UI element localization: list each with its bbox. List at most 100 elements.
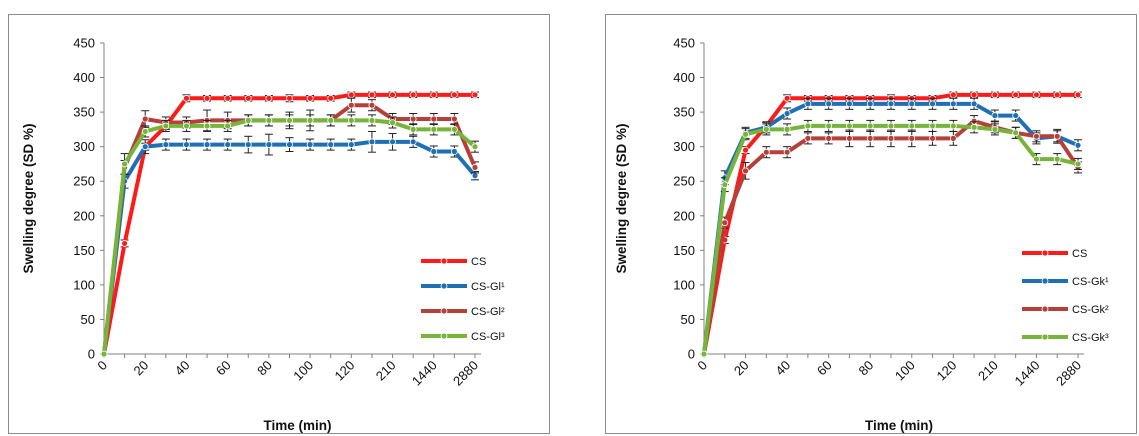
data-point [1012,129,1020,137]
legend-label-cs-gl: CS-Gl³ [471,331,505,343]
data-point [783,148,791,156]
data-point [908,122,916,130]
y-axis-label: Swelling degree (SD %) [614,123,629,273]
data-point [762,148,770,156]
x-tick-label-2880: 2880 [450,358,481,389]
data-point [306,117,314,124]
data-point [430,125,438,133]
data-point [991,125,999,133]
x-tick-label-20: 20 [131,358,152,379]
x-tick-label-0: 0 [694,358,710,374]
data-point [970,100,978,108]
y-tick-label-50: 50 [681,312,695,327]
data-point [1033,91,1040,99]
data-point [1074,91,1082,99]
data-point [430,91,438,99]
data-point [389,91,396,99]
data-point [742,167,749,175]
y-tick-label-250: 250 [73,174,95,189]
legend-marker [1041,277,1049,285]
data-point [929,134,936,142]
y-tick-label-50: 50 [81,312,95,327]
x-tick-label-20: 20 [731,358,752,379]
data-point [949,100,957,108]
y-tick-label-350: 350 [673,105,695,120]
legend-label-cs-gl: CS-Gl² [471,306,505,318]
data-point [244,141,252,148]
chart-left: 0 50 100 150 200 250 300 350 400 450 0 20 40 60 80 100 1… [21,36,505,434]
data-point [825,134,833,142]
data-point [347,117,355,124]
legend-marker [1041,249,1049,257]
data-point [471,172,479,180]
y-tick-label-0: 0 [88,347,95,362]
data-point [162,122,170,130]
y-tick-label-450: 450 [673,36,695,51]
data-point [244,117,252,124]
data-point [389,138,396,146]
data-point [409,138,417,146]
y-tick-label-100: 100 [673,277,695,292]
data-point [804,134,812,142]
data-point [887,134,895,142]
chart-panel-right: 0 50 100 150 200 250 300 350 400 450 0 20 40 60 80 100 1… [605,14,1137,434]
data-point [203,122,211,130]
y-tick-label-300: 300 [73,139,95,154]
data-point [327,94,335,102]
data-point [1074,141,1082,149]
legend-label-cs-gk: CS-Gk² [1072,304,1109,316]
series-line-cs-gl [102,139,477,355]
data-point [783,110,791,117]
data-point [866,122,874,130]
legend-label-cs-gk: CS-Gk¹ [1072,276,1109,288]
data-point [804,122,812,130]
data-point [203,141,211,148]
data-point [347,141,355,148]
legend-label-cs-gl: CS-Gl¹ [471,281,505,293]
data-point [327,141,335,148]
series-cs-gl [100,130,479,358]
data-point [430,148,438,155]
x-tick-label-60: 60 [814,358,835,379]
data-point [141,143,149,151]
chart-right: 0 50 100 150 200 250 300 350 400 450 0 20 40 60 80 100 1… [614,36,1109,434]
x-tick-label-210: 210 [373,358,399,384]
x-tick-label-80: 80 [254,358,275,379]
data-point [265,141,273,148]
x-tick-label-40: 40 [772,358,793,379]
legend-label-cs: CS [471,256,486,268]
data-point [162,141,170,148]
chart-panel-left: 0 50 100 150 200 250 300 350 400 450 0 20 40 60 80 100 1… [8,14,550,434]
data-point [286,117,293,124]
data-point [1053,91,1061,99]
legend-marker [440,332,448,340]
data-point [368,91,376,99]
data-point [368,117,376,124]
x-tick-label-100: 100 [892,358,918,384]
x-tick-label-210: 210 [975,358,1001,384]
data-point [825,122,833,130]
data-point [409,91,417,99]
data-point [471,143,479,151]
y-tick-label-400: 400 [73,70,95,85]
data-point [762,125,770,133]
legend-label-cs: CS [1072,248,1087,260]
y-tick-label-200: 200 [673,208,695,223]
x-tick-label-1440: 1440 [1012,358,1043,389]
data-point [121,240,129,247]
x-axis-label: Time (min) [263,418,331,433]
data-point [887,122,895,130]
data-point [183,141,190,148]
data-point [306,94,314,102]
data-point [244,94,252,102]
data-point [742,130,749,138]
data-point [783,125,791,133]
series-cs-gl [100,114,479,358]
data-point [846,134,853,142]
data-point [721,219,729,227]
data-point [286,141,293,148]
data-point [224,141,232,148]
series-line-cs-gl [102,118,477,355]
data-point [929,122,936,130]
y-tick-label-100: 100 [73,277,95,292]
